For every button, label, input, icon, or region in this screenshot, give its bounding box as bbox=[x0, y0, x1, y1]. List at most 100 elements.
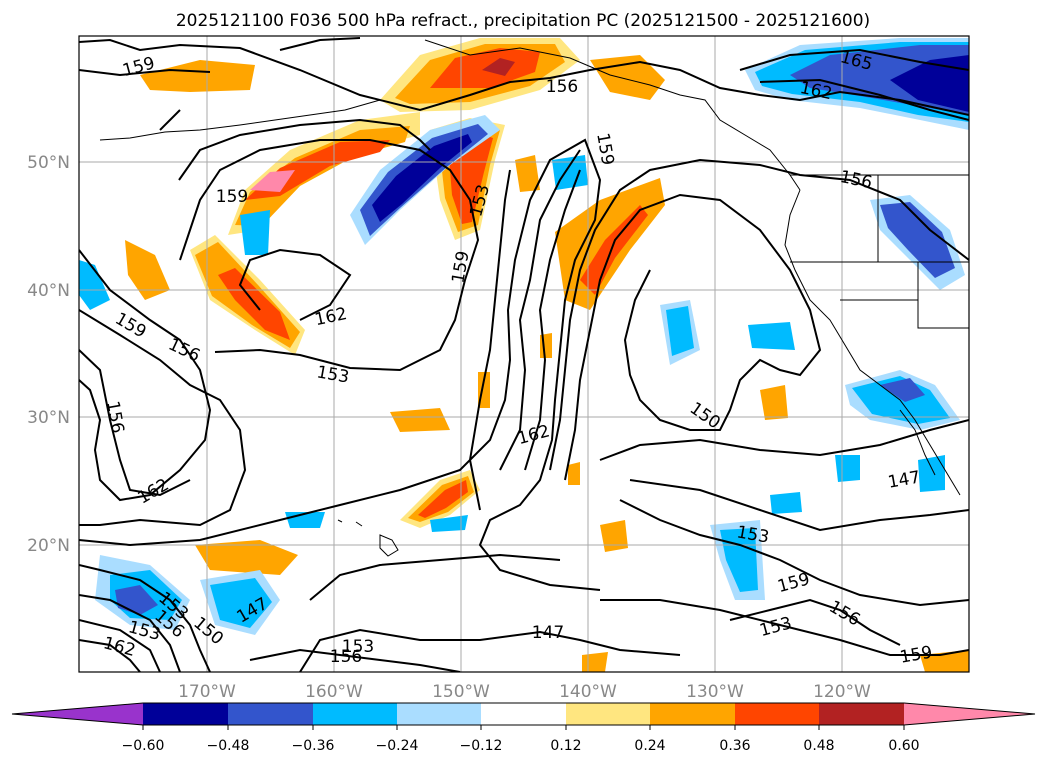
longitude-labels: 170°W 160°W 150°W 140°W 130°W 120°W bbox=[178, 682, 871, 702]
colorbar-tick-label: 0.12 bbox=[550, 738, 581, 754]
precip-fill bbox=[210, 578, 272, 628]
lat-label: 40°N bbox=[27, 281, 70, 301]
contour-line bbox=[299, 628, 681, 672]
alaska-coast bbox=[424, 39, 801, 191]
contour-label: 156 bbox=[546, 77, 578, 97]
colorbar-tick-label: −0.48 bbox=[207, 738, 250, 754]
contour-line bbox=[79, 619, 161, 672]
contour-line bbox=[178, 118, 431, 181]
precip-fill bbox=[835, 455, 860, 482]
contour-line bbox=[549, 158, 969, 471]
contour-line bbox=[759, 78, 969, 121]
contour-line bbox=[79, 309, 247, 527]
contour-line bbox=[179, 139, 480, 372]
contour-line bbox=[468, 169, 511, 511]
colorbar-tick-label: −0.36 bbox=[292, 738, 335, 754]
contour-line bbox=[309, 553, 561, 601]
precip-fill bbox=[515, 155, 540, 192]
contour-line bbox=[629, 479, 969, 532]
colorbar-tick-label: 0.48 bbox=[803, 738, 834, 754]
precip-fill bbox=[372, 134, 472, 222]
grid-lines bbox=[79, 36, 969, 672]
contour-line bbox=[238, 248, 352, 321]
contour-label: 153 bbox=[342, 637, 374, 657]
precip-fill bbox=[852, 376, 950, 424]
colorbar-tick-label: 0.60 bbox=[888, 738, 919, 754]
colorbar-tick-label: 0.24 bbox=[634, 738, 665, 754]
precip-fill bbox=[195, 540, 298, 575]
lon-label: 140°W bbox=[559, 682, 617, 702]
colorbar-bin bbox=[228, 703, 313, 725]
colorbar-tick-label: 0.36 bbox=[719, 738, 750, 754]
colorbar-bin bbox=[397, 703, 481, 725]
contour-line bbox=[159, 109, 181, 131]
contour-line bbox=[739, 48, 969, 71]
contour-line bbox=[619, 499, 969, 607]
precip-fill bbox=[770, 492, 802, 514]
precip-fill bbox=[880, 378, 925, 402]
colorbar-tick-label: −0.24 bbox=[376, 738, 419, 754]
colorbar-bin bbox=[313, 703, 397, 725]
colorbar-over-triangle bbox=[904, 703, 1035, 725]
contour-line bbox=[79, 564, 211, 672]
contour-line bbox=[600, 599, 969, 656]
figure-title: 2025121100 F036 500 hPa refract., precip… bbox=[176, 11, 870, 31]
precip-fill bbox=[390, 408, 450, 432]
contour-line bbox=[249, 648, 461, 672]
lon-label: 160°W bbox=[305, 682, 363, 702]
precip-fill bbox=[482, 58, 515, 76]
contour-line bbox=[564, 193, 822, 481]
colorbar-bin bbox=[481, 703, 566, 725]
colorbar-tick-label: −0.12 bbox=[460, 738, 503, 754]
precip-fill bbox=[880, 202, 955, 278]
precip-fill bbox=[720, 528, 758, 592]
precip-fill bbox=[918, 455, 945, 492]
aleutian-islands bbox=[99, 99, 381, 141]
colorbar-bin bbox=[735, 703, 819, 725]
contour-line bbox=[499, 149, 581, 471]
contour-line bbox=[729, 598, 901, 646]
precip-fill bbox=[890, 55, 969, 112]
precip-fill bbox=[568, 462, 580, 485]
map-frame bbox=[78, 35, 970, 673]
contour-line bbox=[79, 249, 212, 502]
colorbar-under-triangle bbox=[12, 703, 143, 725]
lon-label: 120°W bbox=[813, 682, 871, 702]
colorbar-bin bbox=[819, 703, 904, 725]
precip-fill bbox=[760, 385, 788, 420]
lon-label: 150°W bbox=[432, 682, 490, 702]
precip-fill bbox=[748, 322, 795, 350]
colorbar-bin bbox=[650, 703, 735, 725]
contour-line bbox=[79, 68, 211, 77]
lat-label: 20°N bbox=[27, 536, 70, 556]
precip-fill bbox=[240, 210, 270, 255]
state-borders bbox=[790, 175, 969, 329]
contour-line bbox=[79, 138, 602, 591]
colorbar: −0.60 −0.48 −0.36 −0.24 −0.12 0.12 0.24 … bbox=[11, 702, 1036, 754]
colorbar-bin bbox=[143, 703, 228, 725]
lat-label: 30°N bbox=[27, 408, 70, 428]
lat-label: 50°N bbox=[27, 153, 70, 173]
precip-fill bbox=[582, 652, 608, 672]
map-area: 159 156 165 162 159 156 153 159 159 162 … bbox=[78, 35, 970, 673]
north-america-coast bbox=[784, 189, 961, 496]
precip-fill bbox=[418, 480, 468, 518]
contour-line bbox=[79, 38, 969, 116]
contour-line bbox=[524, 169, 581, 471]
contour-label: 159 bbox=[216, 187, 248, 207]
precip-fill bbox=[250, 170, 295, 192]
colorbar-ticks bbox=[142, 725, 905, 730]
contour-label: 147 bbox=[532, 623, 564, 643]
precip-fill bbox=[552, 155, 588, 190]
latitude-labels: 50°N 40°N 30°N 20°N bbox=[27, 153, 70, 556]
hawaii-islands bbox=[337, 519, 399, 557]
lon-label: 170°W bbox=[178, 682, 236, 702]
baja-coast bbox=[899, 409, 936, 476]
contour-label: 156 bbox=[330, 647, 362, 667]
precip-fill bbox=[79, 260, 110, 310]
precip-fill bbox=[430, 515, 468, 532]
precip-fill bbox=[580, 205, 648, 295]
contour-line bbox=[79, 349, 191, 497]
contour-line bbox=[279, 37, 361, 51]
